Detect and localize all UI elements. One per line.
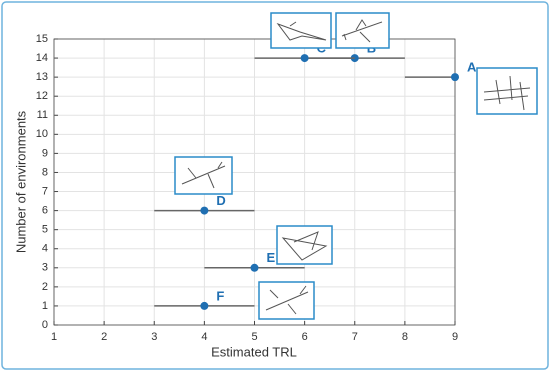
y-tick-label: 13 (36, 71, 48, 83)
aircraft-icon (276, 225, 333, 265)
aircraft-icon (174, 156, 233, 195)
y-tick-label: 4 (42, 243, 48, 255)
aircraft-icon (270, 12, 332, 49)
point (200, 206, 209, 215)
point-label: E (267, 250, 276, 265)
y-tick-label: 0 (42, 319, 48, 331)
x-tick-label: 9 (452, 331, 458, 343)
y-tick-label: 12 (36, 90, 48, 102)
aircraft-icon (258, 281, 315, 320)
y-tick-label: 8 (42, 166, 48, 178)
y-tick-label: 10 (36, 128, 48, 140)
y-axis-label: Number of environments (13, 110, 28, 253)
y-tick-label: 9 (42, 147, 48, 159)
x-tick-label: 5 (251, 331, 257, 343)
y-tick-label: 1 (42, 300, 48, 312)
point-label: A (467, 60, 477, 75)
y-tick-label: 15 (36, 33, 48, 45)
y-tick-label: 7 (42, 185, 48, 197)
y-tick-label: 3 (42, 262, 48, 274)
plot-area: 0123456789101112131415123456789ABCDEF (36, 33, 477, 343)
y-tick-label: 14 (36, 52, 48, 64)
y-tick-label: 6 (42, 205, 48, 217)
y-tick-label: 5 (42, 224, 48, 236)
aircraft-icon (476, 67, 538, 115)
point (451, 73, 459, 82)
y-tick-label: 2 (42, 281, 48, 293)
point (300, 54, 309, 63)
axes-frame (53, 38, 456, 326)
x-tick-label: 8 (402, 331, 408, 343)
point (200, 301, 209, 310)
aircraft-icon (335, 12, 390, 49)
point-label: D (216, 193, 225, 208)
x-tick-label: 3 (151, 331, 157, 343)
x-tick-label: 4 (201, 331, 207, 343)
x-tick-label: 6 (302, 331, 308, 343)
point-label: F (216, 288, 224, 303)
x-tick-label: 7 (352, 331, 358, 343)
point (250, 263, 259, 272)
x-tick-label: 1 (51, 331, 57, 343)
x-axis-label: Estimated TRL (211, 344, 297, 359)
x-tick-label: 2 (101, 331, 107, 343)
y-tick-label: 11 (37, 109, 48, 121)
